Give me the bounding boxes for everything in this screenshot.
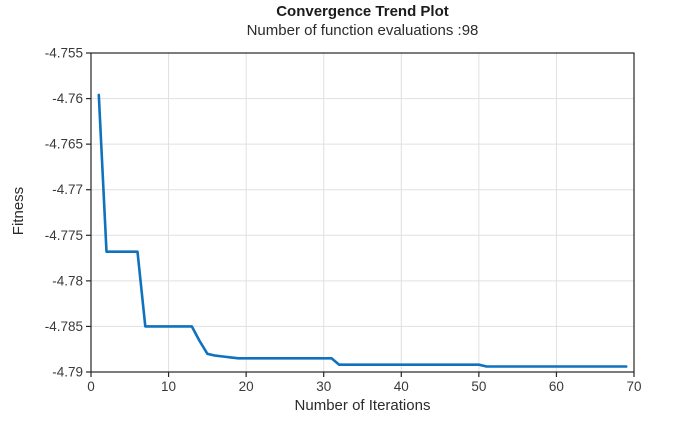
x-axis-label: Number of Iterations	[294, 397, 431, 414]
y-tick-label: -4.78	[52, 273, 83, 288]
x-tick-label: 50	[471, 379, 486, 394]
y-tick-label: -4.765	[45, 137, 83, 152]
x-tick-label: 10	[161, 379, 176, 394]
x-tick-label: 30	[316, 379, 331, 394]
x-tick-label: 0	[87, 379, 95, 394]
x-tick-label: 60	[549, 379, 564, 394]
x-tick-label: 40	[394, 379, 409, 394]
chart-subtitle: Number of function evaluations :98	[246, 22, 479, 39]
y-tick-label: -4.79	[52, 365, 83, 380]
convergence-line	[97, 93, 628, 368]
axes-box	[90, 52, 635, 373]
x-tick-label: 70	[626, 379, 641, 394]
y-tick-label: -4.785	[45, 319, 83, 334]
chart-title: Convergence Trend Plot	[276, 3, 449, 20]
y-tick-label: -4.775	[45, 228, 83, 243]
y-tick-label: -4.77	[52, 182, 83, 197]
x-tick-label: 20	[239, 379, 254, 394]
y-tick-label: -4.76	[52, 91, 83, 106]
y-tick-label: -4.755	[45, 46, 83, 61]
